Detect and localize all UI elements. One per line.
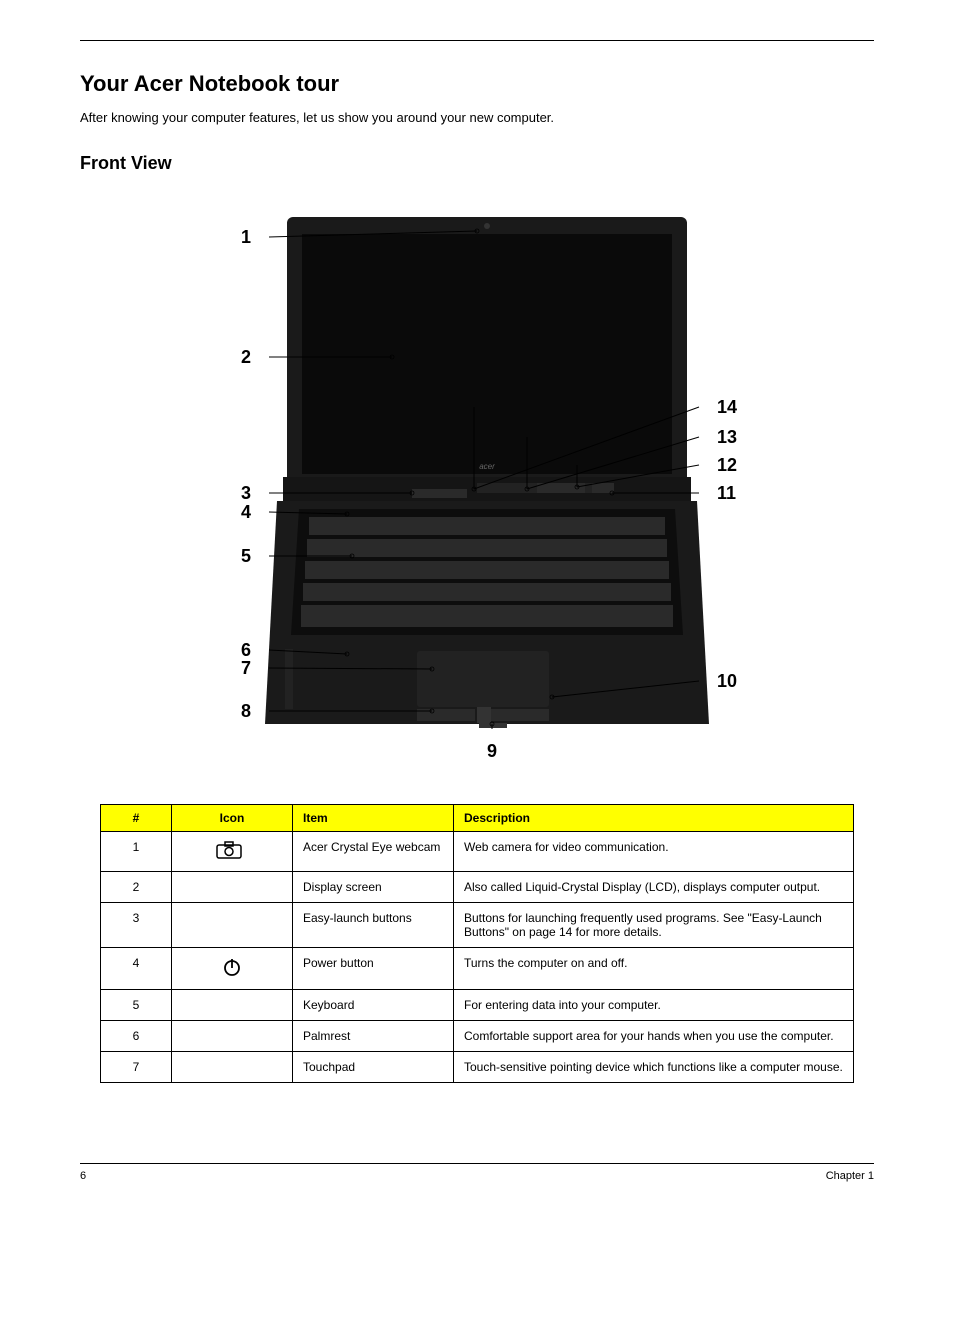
callout-label: 14 — [717, 397, 737, 417]
camera-icon — [215, 840, 249, 860]
page-footer: 6 Chapter 1 — [80, 1163, 874, 1182]
cell-icon — [172, 990, 293, 1021]
callout-label: 7 — [241, 658, 251, 678]
cell-num: 2 — [101, 872, 172, 903]
table-row: 3 Easy-launch buttonsButtons for launchin… — [101, 903, 854, 948]
callout-label: 3 — [241, 483, 251, 503]
cell-item: Touchpad — [293, 1052, 454, 1083]
cell-num: 1 — [101, 832, 172, 872]
cell-num: 7 — [101, 1052, 172, 1083]
cell-item: Easy-launch buttons — [293, 903, 454, 948]
cell-num: 3 — [101, 903, 172, 948]
cell-item: Power button — [293, 948, 454, 990]
svg-text:acer: acer — [479, 462, 495, 471]
cell-icon — [172, 1021, 293, 1052]
callout-label: 13 — [717, 427, 737, 447]
callout-label: 12 — [717, 455, 737, 475]
callout-label: 5 — [241, 546, 251, 566]
cell-num: 4 — [101, 948, 172, 990]
header-item: Item — [293, 805, 454, 832]
cell-item: Display screen — [293, 872, 454, 903]
callout-label: 6 — [241, 640, 251, 660]
components-table: # Icon Item Description 1 Acer Crystal Ey… — [100, 804, 854, 1083]
callout-label: 2 — [241, 347, 251, 367]
callout-label: 11 — [717, 483, 736, 503]
callout-label: 8 — [241, 701, 251, 721]
header-desc: Description — [454, 805, 854, 832]
cell-desc: Turns the computer on and off. — [454, 948, 854, 990]
callout-label: 4 — [241, 502, 251, 522]
laptop-illustration: acer — [265, 217, 709, 728]
table-header-row: # Icon Item Description — [101, 805, 854, 832]
cell-desc: Touch-sensitive pointing device which fu… — [454, 1052, 854, 1083]
cell-desc: Comfortable support area for your hands … — [454, 1021, 854, 1052]
table-row: 2 Display screenAlso called Liquid-Crysta… — [101, 872, 854, 903]
cell-item: Palmrest — [293, 1021, 454, 1052]
cell-icon — [172, 903, 293, 948]
footer-page-number: 6 — [80, 1170, 86, 1182]
header-icon: Icon — [172, 805, 293, 832]
cell-desc: Web camera for video communication. — [454, 832, 854, 872]
footer-chapter: Chapter 1 — [826, 1170, 874, 1182]
cell-icon — [172, 832, 293, 872]
cell-num: 6 — [101, 1021, 172, 1052]
power-icon — [221, 956, 243, 978]
cell-num: 5 — [101, 990, 172, 1021]
page-title: Your Acer Notebook tour — [80, 71, 874, 97]
cell-item: Keyboard — [293, 990, 454, 1021]
section-title: Front View — [80, 153, 874, 174]
cell-item: Acer Crystal Eye webcam — [293, 832, 454, 872]
cell-icon — [172, 948, 293, 990]
table-row: 5 KeyboardFor entering data into your com… — [101, 990, 854, 1021]
header-num: # — [101, 805, 172, 832]
cell-desc: For entering data into your computer. — [454, 990, 854, 1021]
cell-icon — [172, 1052, 293, 1083]
table-row: 4 Power buttonTurns the computer on and o… — [101, 948, 854, 990]
callout-label: 9 — [487, 741, 497, 759]
cell-desc: Buttons for launching frequently used pr… — [454, 903, 854, 948]
cell-desc: Also called Liquid-Crystal Display (LCD)… — [454, 872, 854, 903]
callout-label: 1 — [241, 227, 251, 247]
table-row: 1 Acer Crystal Eye webcamWeb camera for v… — [101, 832, 854, 872]
table-row: 6 PalmrestComfortable support area for yo… — [101, 1021, 854, 1052]
header-rule — [80, 40, 874, 41]
intro-text: After knowing your computer features, le… — [80, 110, 874, 125]
callout-label: 10 — [717, 671, 737, 691]
table-row: 7 TouchpadTouch-sensitive pointing device… — [101, 1052, 854, 1083]
front-view-figure: acer — [80, 199, 874, 764]
cell-icon — [172, 872, 293, 903]
